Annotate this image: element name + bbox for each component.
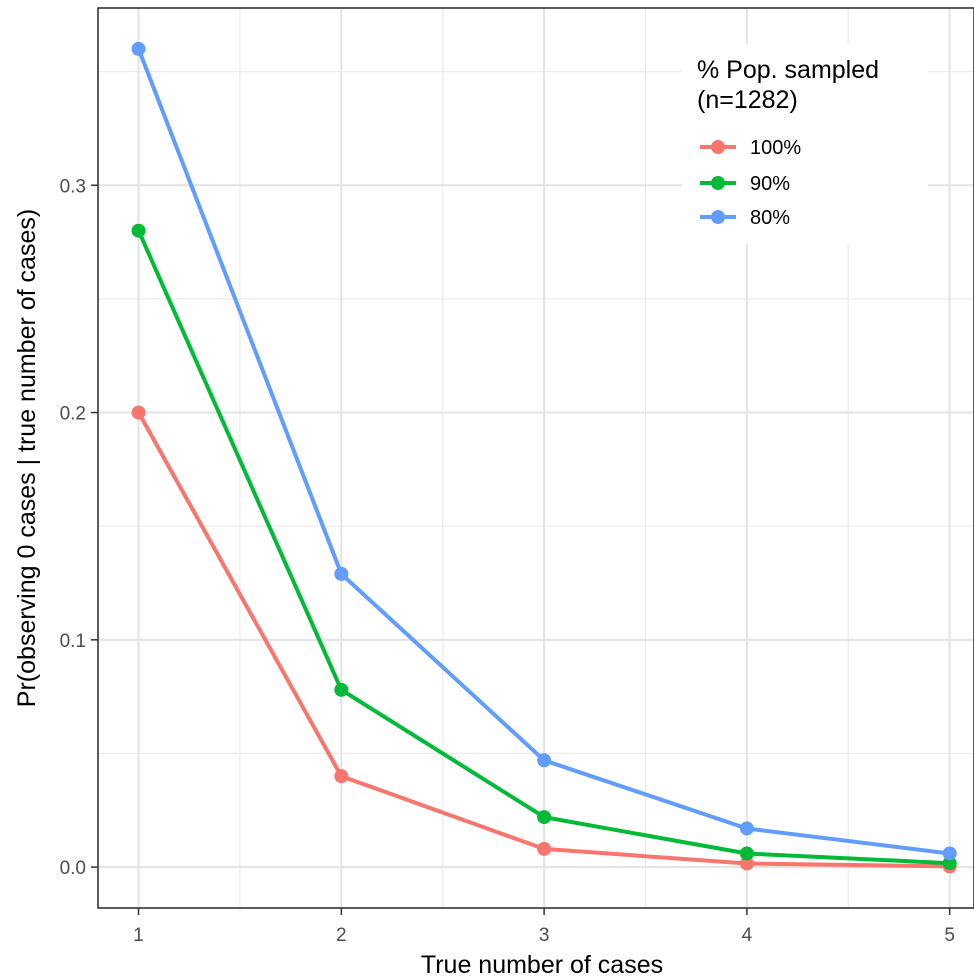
data-point — [739, 846, 754, 861]
x-tick-label: 3 — [539, 925, 550, 946]
data-point — [334, 769, 349, 784]
x-tick-label: 2 — [336, 925, 347, 946]
panel-border — [97, 7, 974, 909]
y-tick-label: 0.3 — [60, 176, 86, 197]
data-point — [942, 846, 957, 861]
x-tick-label: 4 — [742, 925, 753, 946]
legend: % Pop. sampled (n=1282) 100% 90% 80% — [682, 44, 928, 244]
data-point — [334, 566, 349, 581]
x-tick-label: 1 — [133, 925, 144, 946]
data-point — [537, 841, 552, 856]
legend-key-point — [711, 140, 725, 154]
y-tick-label: 0.2 — [60, 404, 86, 425]
x-axis-ticks: 1 2 3 4 5 — [133, 908, 955, 946]
data-point — [739, 821, 754, 836]
x-axis-title: True number of cases — [421, 951, 663, 979]
legend-label-90: 90% — [750, 173, 790, 195]
data-point — [131, 223, 146, 238]
data-point — [739, 856, 754, 871]
data-point — [942, 856, 957, 871]
data-point — [537, 810, 552, 825]
legend-label-80: 80% — [750, 207, 790, 229]
y-tick-label: 0.1 — [60, 631, 86, 652]
data-point — [131, 41, 146, 56]
legend-title-line1: % Pop. sampled — [697, 56, 879, 84]
y-axis-title: Pr(observing 0 cases | true number of ca… — [13, 209, 41, 707]
data-point — [334, 682, 349, 697]
legend-key-point — [711, 210, 725, 224]
legend-label-100: 100% — [750, 137, 801, 159]
data-point — [537, 753, 552, 768]
legend-keys — [700, 140, 736, 224]
x-tick-label: 5 — [944, 925, 955, 946]
y-axis-ticks: 0.0 0.1 0.2 0.3 — [60, 176, 98, 879]
legend-title-line2: (n=1282) — [697, 86, 798, 114]
data-point — [131, 405, 146, 420]
series-points — [131, 41, 957, 874]
legend-key-point — [711, 176, 725, 190]
y-tick-label: 0.0 — [60, 858, 86, 879]
